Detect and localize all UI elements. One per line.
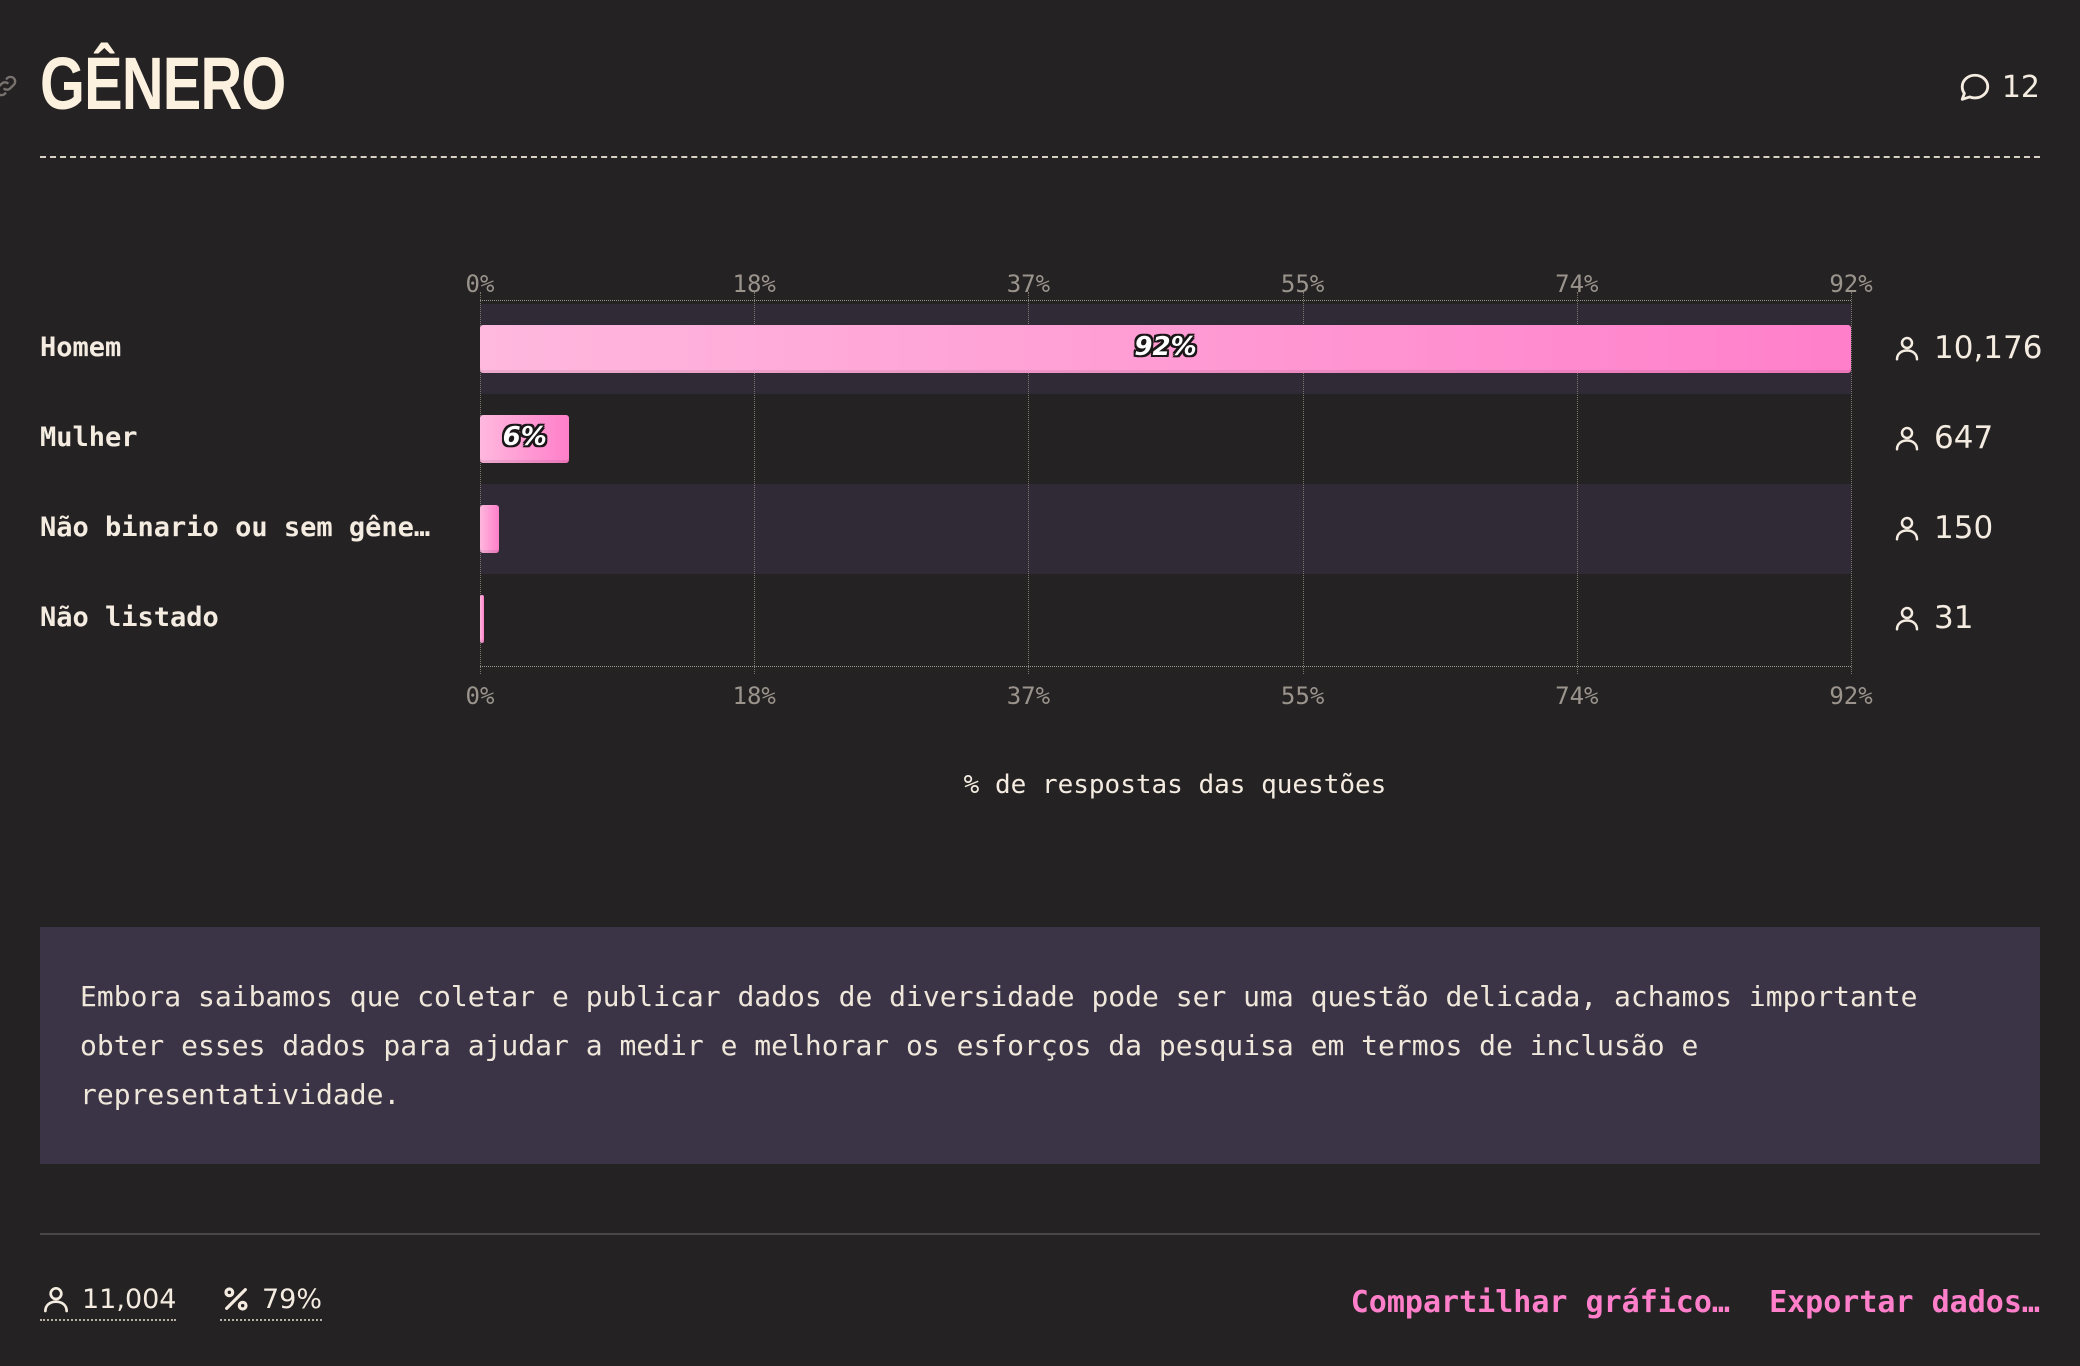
gridline xyxy=(480,292,481,674)
count-value: 10,176 xyxy=(1934,330,2043,366)
gender-bar-chart: 0% 0% 18% 18% 37% 37% 55% 55% 74% 74% 92% 92% Homem 9… xyxy=(0,250,2080,810)
note-text: Embora saibamos que coletar e publicar d… xyxy=(80,980,1918,1111)
x-tick-label-bottom: 37% xyxy=(1006,682,1051,710)
comments-button[interactable]: 12 xyxy=(1958,70,2040,105)
gridline xyxy=(1851,292,1852,674)
bar[interactable] xyxy=(480,325,1851,373)
respondent-count: 150 xyxy=(1892,510,1993,546)
x-tick-label-top: 18% xyxy=(732,270,776,298)
category-label: Mulher xyxy=(40,422,138,453)
bar[interactable] xyxy=(480,505,500,553)
bar[interactable] xyxy=(480,595,485,643)
bar[interactable] xyxy=(480,415,570,463)
chart-footer: 11,004 79% Compartilhar gráfico… Exporta… xyxy=(40,1233,2040,1355)
x-tick-label-bottom: 0% xyxy=(465,682,495,710)
export-data-button[interactable]: Exportar dados… xyxy=(1769,1285,2040,1320)
respondents-count: 11,004 xyxy=(82,1283,177,1315)
note-box: Embora saibamos que coletar e publicar d… xyxy=(40,927,2040,1164)
x-tick-label-top: 55% xyxy=(1280,270,1325,298)
respondent-count: 10,176 xyxy=(1892,330,2042,366)
gridline xyxy=(1576,292,1578,674)
user-icon xyxy=(1895,426,1919,451)
x-axis-bottom-line xyxy=(480,666,1851,667)
respondents-stat[interactable]: 11,004 xyxy=(40,1283,177,1321)
gridline xyxy=(1302,292,1304,674)
user-icon xyxy=(44,1287,68,1313)
comment-icon xyxy=(1960,73,1989,101)
percent-icon xyxy=(224,1287,248,1311)
x-tick-label-top: 37% xyxy=(1006,270,1051,298)
x-tick-label-bottom: 18% xyxy=(732,682,776,710)
bar-value-label: 6% xyxy=(502,422,547,452)
share-chart-button[interactable]: Compartilhar gráfico… xyxy=(1350,1285,1730,1320)
gridline xyxy=(1028,292,1030,674)
percentage-value: 79% xyxy=(262,1283,323,1315)
x-tick-label-top: 0% xyxy=(465,270,495,298)
category-label: Não listado xyxy=(40,602,219,633)
bar-value-label: 92% xyxy=(1134,332,1197,362)
section-header: GÊNERO 12 xyxy=(40,36,2040,158)
user-icon xyxy=(1895,336,1919,361)
x-tick-label-bottom: 74% xyxy=(1555,682,1599,710)
page-title: GÊNERO xyxy=(40,42,286,125)
gridline xyxy=(754,292,756,674)
percentage-stat[interactable]: 79% xyxy=(220,1283,323,1321)
respondent-count: 31 xyxy=(1892,600,1973,636)
row-background xyxy=(480,484,1851,574)
x-tick-label-top: 74% xyxy=(1555,270,1599,298)
x-axis-top-line xyxy=(480,300,1851,301)
category-label: Homem xyxy=(40,332,122,363)
count-value: 31 xyxy=(1934,600,1974,636)
user-icon xyxy=(1895,516,1919,541)
count-value: 647 xyxy=(1934,420,1994,456)
user-icon xyxy=(1895,606,1919,631)
count-value: 150 xyxy=(1934,510,1994,546)
comment-count: 12 xyxy=(2001,70,2040,105)
category-label: Não binario ou sem gênero… xyxy=(40,512,440,543)
x-tick-label-bottom: 92% xyxy=(1829,682,1873,710)
x-tick-label-top: 92% xyxy=(1829,270,1873,298)
respondent-count: 647 xyxy=(1892,420,1993,456)
x-axis-title: % de respostas das questões xyxy=(963,770,1387,800)
link-icon[interactable] xyxy=(0,72,20,100)
x-tick-label-bottom: 55% xyxy=(1280,682,1325,710)
